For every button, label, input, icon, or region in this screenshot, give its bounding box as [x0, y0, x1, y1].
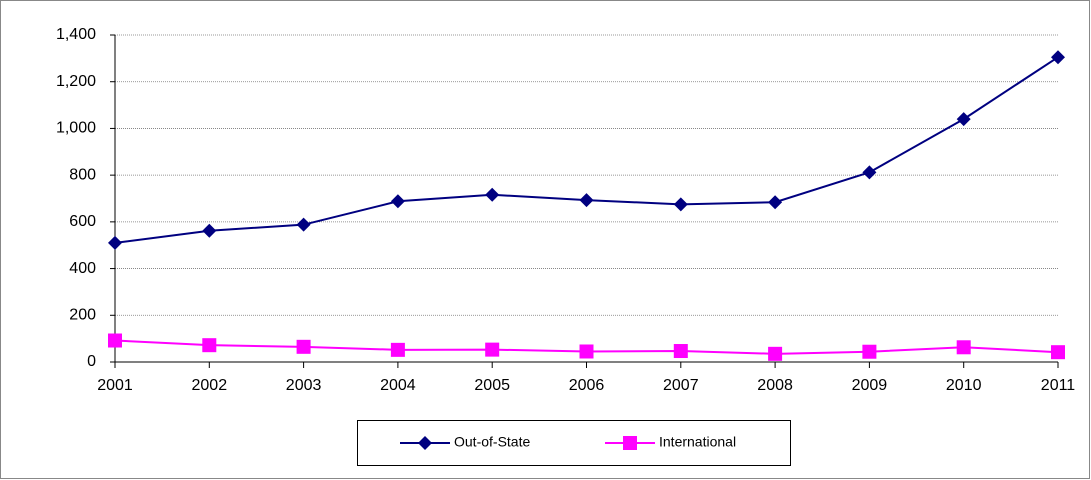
marker [768, 195, 783, 210]
y-tick-label: 600 [69, 213, 96, 230]
marker [296, 217, 311, 232]
marker [673, 197, 688, 212]
marker [485, 342, 500, 357]
marker [768, 346, 783, 361]
x-tick-label: 2009 [852, 377, 888, 394]
legend-label: Out-of-State [454, 434, 530, 450]
marker [956, 112, 971, 127]
x-tick-label: 2008 [757, 377, 793, 394]
marker [1051, 50, 1065, 65]
legend-marker [418, 436, 432, 450]
marker [202, 338, 217, 353]
y-tick-label: 800 [69, 166, 96, 183]
marker [1051, 345, 1065, 360]
y-tick-label: 400 [69, 260, 96, 277]
x-tick-label: 2011 [1041, 377, 1076, 394]
legend: Out-of-State International [357, 420, 791, 466]
marker [108, 333, 122, 348]
legend-label: International [659, 434, 736, 450]
x-tick-label: 2005 [474, 377, 510, 394]
marker [956, 340, 971, 355]
y-tick-label: 200 [69, 307, 96, 324]
x-tick-label: 2007 [663, 377, 699, 394]
marker [862, 344, 877, 359]
marker [862, 165, 877, 180]
x-tick-label: 2010 [946, 377, 982, 394]
x-tick-label: 2006 [569, 377, 605, 394]
marker [485, 187, 500, 202]
x-tick-label: 2002 [192, 377, 228, 394]
marker [579, 344, 594, 359]
y-tick-label: 1,400 [56, 26, 96, 43]
y-tick-label: 1,000 [56, 120, 96, 137]
marker [108, 235, 122, 250]
marker [673, 344, 688, 359]
marker [390, 194, 405, 209]
y-tick-label: 0 [87, 353, 96, 370]
x-tick-label: 2004 [380, 377, 416, 394]
y-tick-label: 1,200 [56, 73, 96, 90]
marker [202, 223, 217, 238]
marker [390, 342, 405, 357]
marker [579, 193, 594, 208]
marker [296, 339, 311, 354]
x-tick-label: 2001 [97, 377, 133, 394]
legend-marker [623, 436, 637, 450]
x-tick-label: 2003 [286, 377, 322, 394]
